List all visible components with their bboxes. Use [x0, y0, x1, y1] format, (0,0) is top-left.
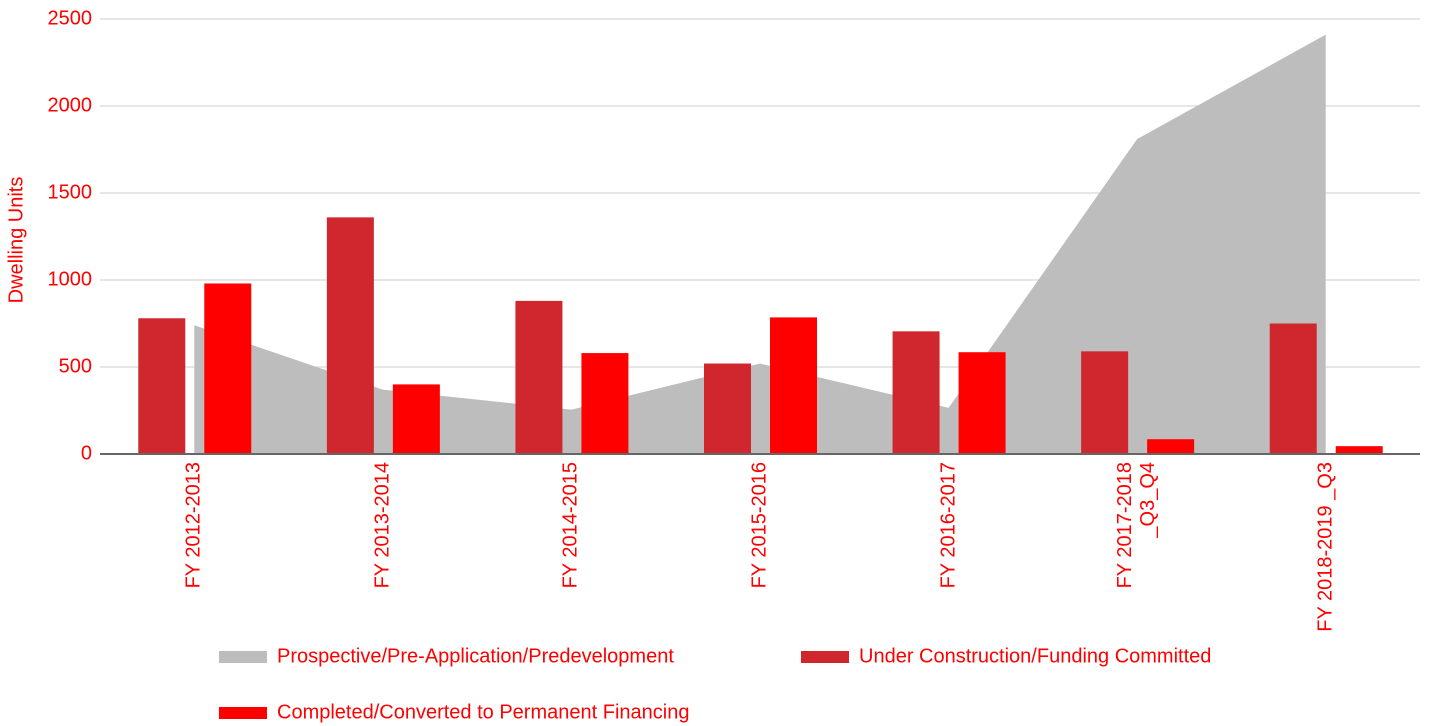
- y-tick-label: 1500: [48, 181, 93, 203]
- x-tick-label: FY 2013-2014: [371, 462, 394, 589]
- y-tick-label: 2000: [48, 94, 93, 116]
- bar: [392, 384, 440, 454]
- bar: [515, 300, 563, 454]
- bar: [892, 331, 940, 454]
- y-tick-label: 1000: [48, 268, 93, 290]
- legend-label: Prospective/Pre-Application/Predevelopme…: [277, 645, 674, 667]
- bar: [326, 217, 374, 454]
- y-tick-label: 500: [59, 355, 92, 377]
- bar: [204, 283, 252, 454]
- bar: [1269, 323, 1317, 454]
- x-tick-label: FY 2016-2017: [937, 462, 960, 589]
- bar: [1335, 446, 1383, 454]
- area: [194, 34, 1326, 454]
- x-tick-label: FY 2018-2019 _Q3: [1314, 462, 1337, 632]
- y-axis-label: Dwelling Units: [5, 177, 27, 304]
- x-tick-label: FY 2017-2018 _Q3_Q4: [1114, 462, 1160, 589]
- x-tick-label: FY 2012-2013: [182, 462, 205, 589]
- x-tick-label: FY 2015-2016: [748, 462, 771, 589]
- legend-swatch: [219, 651, 267, 663]
- legend-label: Under Construction/Funding Committed: [859, 645, 1211, 667]
- legend-swatch: [219, 707, 267, 719]
- y-tick-label: 0: [81, 442, 92, 464]
- y-tick-label: 2500: [48, 7, 93, 29]
- bar: [1147, 439, 1195, 454]
- bar: [958, 352, 1006, 454]
- bar: [138, 318, 186, 454]
- bar: [704, 363, 751, 454]
- legend-swatch: [801, 651, 849, 663]
- bar: [581, 353, 629, 454]
- bar: [770, 317, 817, 454]
- bar: [1081, 351, 1129, 454]
- legend-label: Completed/Converted to Permanent Financi…: [277, 701, 689, 723]
- x-tick-label: FY 2014-2015: [559, 462, 582, 589]
